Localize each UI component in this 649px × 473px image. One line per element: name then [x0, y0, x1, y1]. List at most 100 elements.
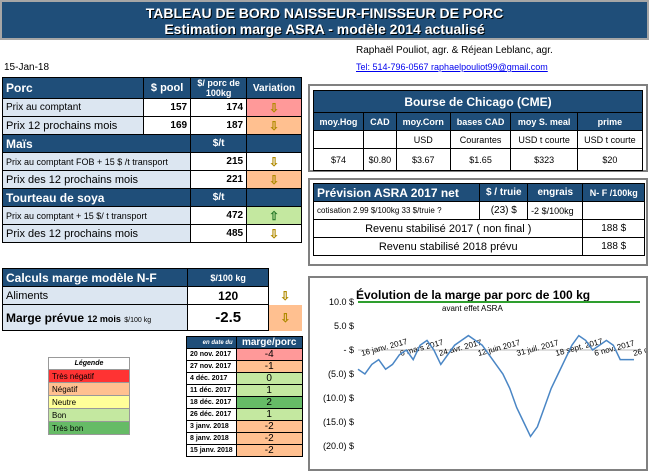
porc-100kg-value: 187	[190, 116, 248, 135]
asra-col-truie: $ / truie	[479, 183, 529, 202]
timeline-date: 26 déc. 2017	[186, 408, 237, 421]
revenu-2017-label: Revenu stabilisé 2017 ( non final )	[312, 219, 584, 238]
timeline-date: 27 nov. 2017	[186, 360, 237, 373]
calculs-unit: $/100 kg	[186, 268, 270, 287]
mais-value: 221	[190, 170, 248, 189]
timeline-value: 0	[235, 372, 303, 385]
chicago-value: $0.80	[362, 148, 397, 171]
chart-annotation: avant effet ASRA	[442, 304, 503, 313]
tourteau-row-label: Prix au comptant + 15 $/ t transport	[1, 206, 192, 225]
legend-title: Légende	[74, 360, 104, 367]
chicago-col-header: moy.Hog	[313, 112, 364, 131]
timeline-value: 1	[235, 384, 303, 397]
mais-unit: $/t	[190, 134, 248, 153]
chicago-col-header: bases CAD	[449, 112, 512, 131]
legend: Légende Très négatif Négatif Neutre Bon Très…	[48, 357, 130, 435]
y-tick-label: (20.0) $	[323, 441, 354, 451]
chicago-value: $323	[510, 148, 578, 171]
legend-item: Négatif	[49, 382, 129, 395]
porc-title: Porc	[1, 77, 145, 99]
tourteau-unit: $/t	[190, 188, 248, 207]
asra-col-engrais: engrais	[527, 183, 584, 202]
porc-100kg-value: 174	[190, 98, 248, 117]
calculs-table: Calculs marge modèle N-F $/100 kg Alimen…	[2, 268, 302, 331]
arrow-up-icon: ⇧	[246, 206, 302, 225]
chicago-col-header: moy S. meal	[510, 112, 578, 131]
chicago-unit	[362, 130, 397, 149]
chicago-title: Bourse de Chicago (CME)	[313, 90, 643, 113]
chicago-value: $74	[313, 148, 364, 171]
calculs-title: Calculs marge modèle N-F	[2, 268, 188, 287]
arrow-down-icon: ⇩	[246, 116, 302, 135]
porc-col-pool: $ pool	[143, 77, 192, 99]
timeline-date: 18 déc. 2017	[186, 396, 237, 409]
timeline-table: en date du marge/porc 20 nov. 2017 -4 27 n…	[186, 336, 303, 457]
arrow-down-icon: ⇩	[246, 152, 302, 171]
y-tick-label: (15.0) $	[323, 417, 354, 427]
page-title: TABLEAU DE BORD NAISSEUR-FINISSEUR DE PO…	[145, 5, 504, 21]
timeline-date: 8 janv. 2018	[186, 432, 237, 445]
timeline-value: 1	[235, 408, 303, 421]
aliments-value: 120	[186, 286, 270, 305]
timeline-header-date: en date du	[186, 336, 237, 349]
timeline-value: -1	[235, 360, 303, 373]
timeline-value: 2	[235, 396, 303, 409]
marge-label: Marge prévue 12 mois $/100 kg	[2, 304, 188, 331]
y-tick-label: (5.0) $	[328, 369, 354, 379]
tourteau-title: Tourteau de soya	[1, 188, 192, 207]
revenu-2018-label: Revenu stabilisé 2018 prévu	[312, 237, 584, 256]
chicago-unit: USD t courte	[510, 130, 578, 149]
timeline-date: 4 déc. 2017	[186, 372, 237, 385]
report-date: 15-Jan-18	[4, 62, 50, 73]
revenu-2018-value: 188 $	[582, 237, 645, 256]
tourteau-value: 472	[190, 206, 248, 225]
arrow-down-icon: ⇩	[246, 98, 302, 117]
mais-value: 215	[190, 152, 248, 171]
arrow-down-icon: ⇩	[246, 170, 302, 189]
porc-row-label: Prix au comptant	[1, 98, 145, 117]
timeline-date: 15 janv. 2018	[186, 444, 237, 457]
chicago-unit	[313, 130, 364, 149]
legend-item: Bon	[49, 408, 129, 421]
chicago-col-header: moy.Corn	[395, 112, 451, 131]
timeline-date: 20 nov. 2017	[186, 348, 237, 361]
marge-chart-box: Évolution de la marge par porc de 100 kg…	[308, 276, 648, 471]
timeline-value: -2	[235, 432, 303, 445]
chicago-value: $1.65	[449, 148, 512, 171]
porc-table: Porc $ pool $/ porc de 100kg Variation P…	[1, 77, 302, 243]
x-tick-label: 31 juil. 2017	[516, 338, 561, 358]
asra-box: Prévision ASRA 2017 net $ / truie engrai…	[308, 178, 648, 266]
tourteau-value: 485	[190, 224, 248, 243]
dashboard-header: TABLEAU DE BORD NAISSEUR-FINISSEUR DE PO…	[0, 0, 649, 40]
porc-row-label: Prix 12 prochains mois	[1, 116, 145, 135]
mais-row-label: Prix des 12 prochains mois	[1, 170, 192, 189]
chicago-value: $20	[576, 148, 644, 171]
chart-title: Évolution de la marge par porc de 100 kg	[356, 288, 591, 302]
arrow-down-icon: ⇩	[268, 304, 302, 331]
y-tick-label: - $	[343, 345, 354, 355]
y-tick-label: 5.0 $	[334, 321, 354, 331]
arrow-down-icon: ⇩	[246, 224, 302, 243]
chicago-unit: USD	[395, 130, 451, 149]
revenu-2017-value: 188 $	[582, 219, 645, 238]
tourteau-row-label: Prix des 12 prochains mois	[1, 224, 192, 243]
chicago-value: $3.67	[395, 148, 451, 171]
legend-item: Neutre	[49, 395, 129, 408]
cotisation-truie: (23) $	[479, 201, 529, 220]
timeline-date: 11 déc. 2017	[186, 384, 237, 397]
y-tick-label: (10.0) $	[323, 393, 354, 403]
y-tick-label: 10.0 $	[329, 297, 354, 307]
legend-item: Très négatif	[49, 369, 129, 382]
porc-pool-value: 169	[143, 116, 192, 135]
chicago-col-header: prime	[576, 112, 644, 131]
marge-value: -2.5	[186, 304, 270, 331]
marge-series-line	[357, 334, 634, 438]
authors: Raphaël Pouliot, agr. & Réjean Leblanc, …	[356, 45, 553, 56]
asra-title: Prévision ASRA 2017 net	[312, 183, 481, 202]
timeline-header-value: marge/porc	[235, 336, 303, 349]
cotisation-engrais: -2 $/100kg	[527, 201, 584, 220]
legend-item: Très bon	[49, 421, 129, 434]
asra-col-nf: N- F /100kg	[582, 183, 645, 202]
chicago-box: Bourse de Chicago (CME) moy.Hog CAD moy.Co…	[308, 84, 648, 172]
contact-link[interactable]: Tel: 514-796-0567 raphaelpouliot99@gmail…	[356, 62, 548, 72]
